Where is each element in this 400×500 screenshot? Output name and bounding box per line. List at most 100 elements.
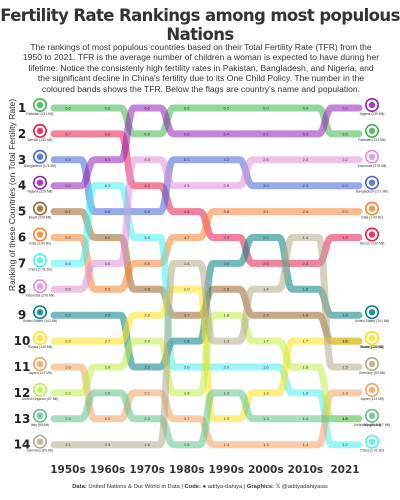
rank-label: 11 [14, 360, 31, 374]
tfr-value-brazil: 1.6 [342, 339, 348, 344]
flag-japan: Japan (124 Mil) [360, 382, 384, 401]
band-nigeria [50, 104, 363, 190]
tfr-value-united-states: 1.9 [303, 287, 309, 292]
country-label-china: China (1.41 Bn) [360, 449, 384, 453]
tfr-value-brazil: 2.3 [263, 313, 269, 318]
tfr-value-germany: 2.4 [105, 442, 111, 447]
tfr-value-indonesia: 4.3 [184, 183, 190, 188]
country-label-bangladesh: Bangladesh (171 Mil) [356, 190, 388, 194]
country-label-italy: Italy (59 Mil) [363, 423, 381, 427]
flag-pakistan: Pakistan (241 Mil) [26, 98, 54, 116]
tfr-value-indonesia: 2.9 [224, 183, 230, 188]
flag-japan: Japan (124 Mil) [28, 356, 52, 375]
country-label-nigeria: Nigeria (220 Mil) [360, 112, 385, 116]
country-label-india: India (1.43 Bn) [361, 216, 383, 220]
tfr-value-united-states: 1.8 [184, 339, 190, 344]
tfr-value-nigeria: 5.2 [342, 105, 348, 110]
flag-russia: Russia (145 Mil) [28, 331, 52, 349]
rank-label: 8 [18, 282, 26, 296]
tfr-value-germany: 1.4 [263, 287, 269, 292]
rank-label: 14 [14, 438, 31, 452]
tfr-value-united-states: 3.5 [105, 313, 111, 318]
tfr-value-russia: 1.3 [263, 390, 269, 395]
x-icon: 𝕏 [275, 484, 281, 490]
graphics-value: @adityadahiyaias [281, 484, 328, 490]
tfr-value-nigeria: 6.6 [144, 105, 150, 110]
tfr-value-germany: 1.3 [224, 339, 230, 344]
rank-label: 5 [18, 205, 26, 219]
tfr-value-indonesia: 5.3 [144, 157, 150, 162]
tfr-value-mexico: 3.3 [224, 235, 230, 240]
country-label-united-kingdom: United Kingdom (67 Mil) [22, 397, 58, 401]
tfr-value-italy: 1.5 [184, 442, 190, 447]
rank-label: 7 [18, 256, 26, 270]
tfr-value-mexico: 6.7 [65, 131, 71, 136]
code-label: Code: [184, 484, 201, 490]
country-label-nigeria: Nigeria (220 Mil) [28, 190, 53, 194]
tfr-value-italy: 1.3 [342, 416, 348, 421]
flag-china: China (1.41 Bn) [28, 253, 52, 271]
flag-united-states: United States (341 Mil) [23, 305, 57, 323]
tfr-value-russia: 1.7 [303, 339, 309, 344]
country-label-china: China (1.41 Bn) [28, 267, 52, 271]
flag-united-states: United States (341 Mil) [355, 305, 389, 323]
tfr-value-indonesia: 2.2 [342, 157, 348, 162]
tfr-value-mexico: 2.3 [303, 261, 309, 266]
decade-label: 1960s [90, 464, 125, 476]
tfr-value-nigeria: 6.3 [105, 157, 111, 162]
flag-brazil: Brazil (220 Mil) [29, 201, 52, 220]
decade-label: 1990s [209, 464, 244, 476]
tfr-value-japan: 1.3 [263, 442, 269, 447]
country-label-bangladesh: Bangladesh (171 Mil) [24, 164, 56, 168]
github-icon: ● [202, 484, 207, 490]
tfr-value-russia: 2.9 [65, 339, 71, 344]
tfr-value-japan: 2.0 [105, 416, 111, 421]
tfr-value-indonesia: 5.6 [105, 261, 111, 266]
rank-label: 3 [18, 153, 26, 167]
tfr-value-germany: 1.4 [184, 261, 190, 266]
tfr-value-india: 4.7 [184, 235, 190, 240]
tfr-value-nigeria: 6.4 [224, 131, 230, 136]
tfr-value-china: 2.0 [224, 364, 230, 369]
decade-label: 2021 [330, 464, 359, 476]
tfr-value-bangladesh: 2.3 [303, 183, 309, 188]
flag-pakistan: Pakistan (241 Mil) [358, 123, 386, 142]
tfr-value-china: 5.8 [65, 261, 71, 266]
tfr-value-indonesia: 2.5 [263, 157, 269, 162]
graphics-label: Graphics: [246, 484, 274, 490]
rank-label: 1 [18, 101, 26, 115]
tfr-value-nigeria: 6.4 [65, 183, 71, 188]
values-layer: 6.6 6.6 6.6 6.6 6.2 5.0 4.4 3.5 6.7 6.8 6.5 4.8 3.3 2… [65, 105, 348, 447]
data-source-label: Data: [72, 484, 87, 490]
country-label-brazil: Brazil (220 Mil) [29, 216, 52, 220]
flag-germany: Germany (83 Mil) [27, 434, 53, 453]
flag-nigeria: Nigeria (220 Mil) [360, 98, 385, 116]
tfr-value-mexico: 6.8 [105, 131, 111, 136]
decade-label: 2000s [248, 464, 283, 476]
code-value: aditya-dahiya [207, 484, 243, 490]
band-pakistan [50, 104, 363, 138]
tfr-value-india: 3.8 [224, 209, 230, 214]
country-label-pakistan: Pakistan (241 Mil) [358, 138, 385, 142]
tfr-value-pakistan: 6.2 [224, 105, 230, 110]
country-label-pakistan: Pakistan (241 Mil) [26, 112, 53, 116]
tfr-value-pakistan: 6.6 [105, 105, 111, 110]
tfr-value-brazil: 2.8 [224, 287, 230, 292]
tfr-value-japan: 1.4 [303, 442, 309, 447]
chart-title: Fertility Rate Rankings among most popul… [0, 6, 400, 44]
tfr-value-italy: 2.3 [144, 416, 150, 421]
tfr-value-bangladesh: 4.2 [224, 157, 230, 162]
flag-bangladesh: Bangladesh (171 Mil) [356, 175, 388, 194]
tfr-value-united-kingdom: 2.0 [144, 339, 150, 344]
tfr-value-china: 1.6 [303, 390, 309, 395]
tfr-value-pakistan: 4.4 [303, 105, 309, 110]
tfr-value-russia: 2.7 [105, 339, 111, 344]
band-india [50, 208, 363, 293]
tfr-value-china: 2.6 [184, 364, 190, 369]
tfr-value-italy: 1.4 [303, 416, 309, 421]
tfr-value-pakistan: 3.5 [342, 131, 348, 136]
country-label-mexico: Mexico (130 Mil) [28, 138, 53, 142]
tfr-value-germany: 2.1 [65, 442, 71, 447]
flag-italy: Italy (59 Mil) [363, 408, 381, 427]
